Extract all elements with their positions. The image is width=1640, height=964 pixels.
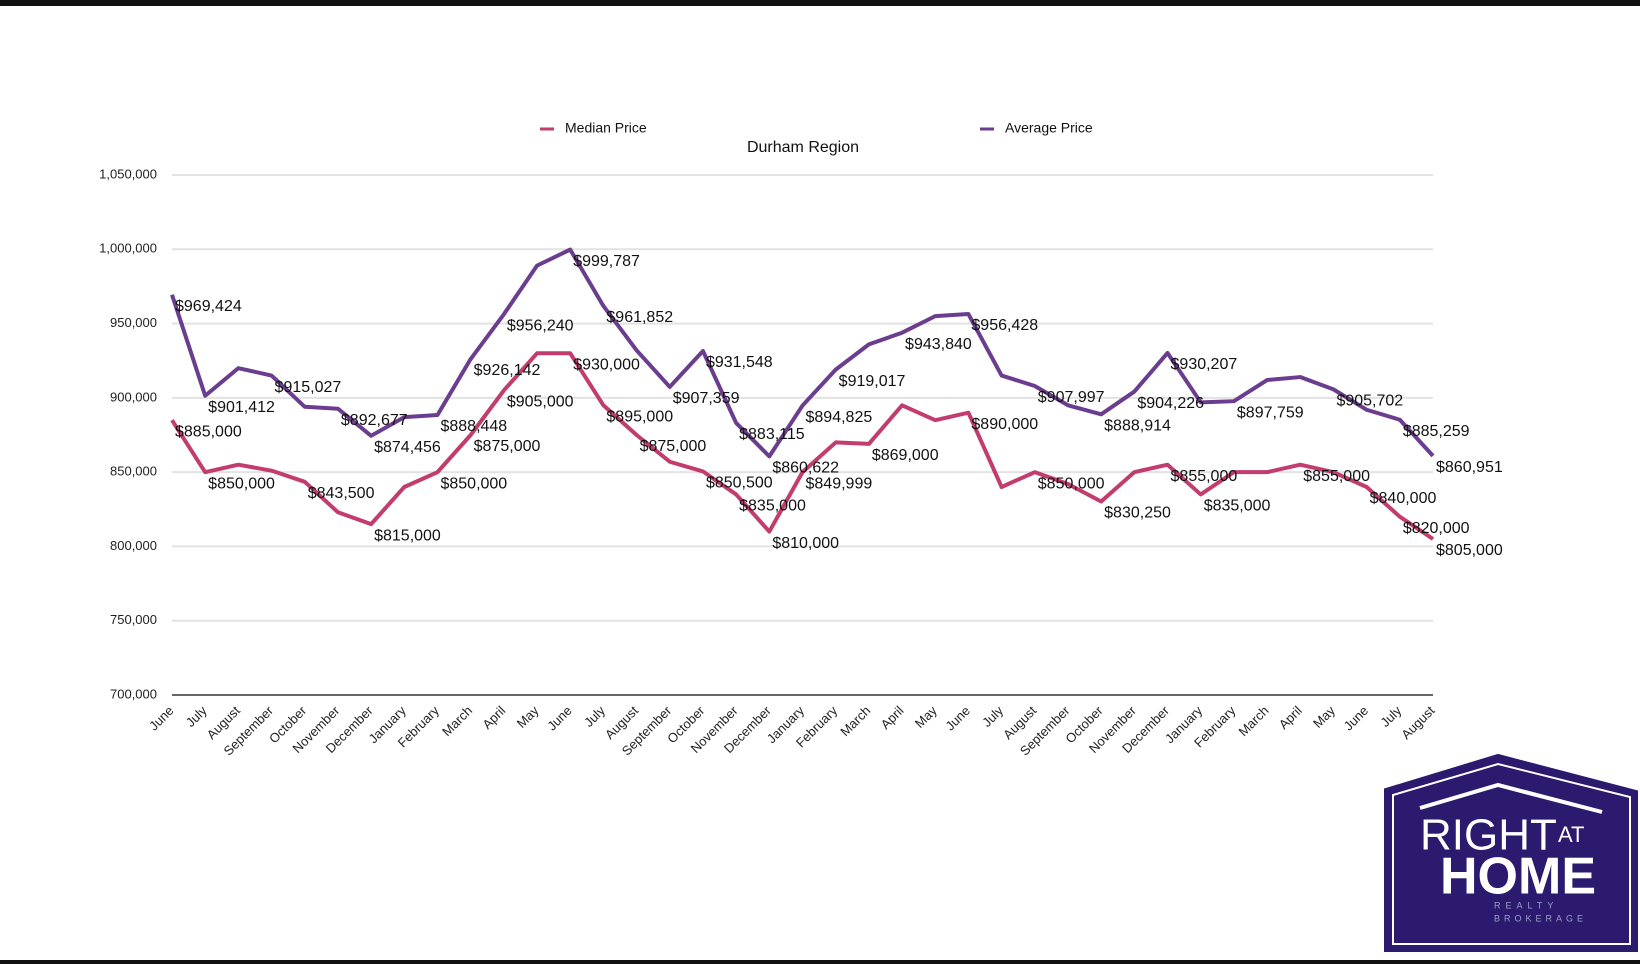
data-label: $820,000 bbox=[1403, 520, 1470, 537]
top-bar bbox=[0, 0, 1640, 6]
x-tick-label: May bbox=[514, 703, 542, 731]
data-label: $930,000 bbox=[573, 357, 640, 374]
data-label: $919,017 bbox=[839, 373, 906, 390]
data-label: $869,000 bbox=[872, 447, 939, 464]
data-label: $855,000 bbox=[1303, 468, 1370, 485]
series-line bbox=[170, 351, 1435, 541]
bottom-bar bbox=[0, 960, 1640, 964]
data-label: $905,702 bbox=[1336, 393, 1403, 410]
data-label: $895,000 bbox=[606, 409, 673, 426]
x-tick-label: July bbox=[183, 703, 210, 730]
data-label: $901,412 bbox=[208, 399, 275, 416]
data-label: $830,250 bbox=[1104, 505, 1171, 522]
y-tick-label: 850,000 bbox=[110, 464, 157, 479]
data-label: $883,115 bbox=[739, 426, 805, 443]
data-label: $885,000 bbox=[175, 423, 242, 440]
data-label: $890,000 bbox=[971, 416, 1038, 433]
x-tick-label: June bbox=[1341, 703, 1372, 734]
data-label: $835,000 bbox=[1204, 498, 1271, 515]
x-tick-label: May bbox=[912, 703, 940, 731]
logo-text: RIGHT bbox=[1420, 811, 1557, 860]
data-label: $888,914 bbox=[1104, 418, 1171, 435]
logo-roof bbox=[1419, 782, 1603, 814]
x-tick-label: April bbox=[878, 703, 907, 732]
data-label: $885,259 bbox=[1403, 423, 1470, 440]
data-label: $943,840 bbox=[905, 336, 972, 353]
data-label: $961,852 bbox=[606, 309, 673, 326]
y-tick-label: 800,000 bbox=[110, 538, 157, 553]
data-label: $810,000 bbox=[772, 535, 839, 552]
data-label: $850,000 bbox=[208, 475, 275, 492]
data-label: $835,000 bbox=[739, 498, 806, 515]
x-tick-label: June bbox=[942, 703, 973, 734]
x-tick-label: March bbox=[837, 703, 873, 739]
logo-text: REALTY bbox=[1494, 900, 1558, 910]
data-label: $855,000 bbox=[1171, 468, 1238, 485]
logo-border bbox=[1392, 762, 1631, 945]
data-label: $860,951 bbox=[1436, 459, 1503, 476]
data-label: $999,787 bbox=[573, 253, 640, 270]
logo-text: BROKERAGE bbox=[1494, 913, 1587, 923]
x-tick-label: June bbox=[146, 703, 177, 734]
data-label: $875,000 bbox=[474, 438, 541, 455]
data-label: $892,677 bbox=[341, 412, 408, 429]
data-label: $956,428 bbox=[971, 317, 1038, 334]
data-label: $815,000 bbox=[374, 527, 441, 544]
data-label: $969,424 bbox=[175, 298, 242, 315]
data-label: $805,000 bbox=[1436, 542, 1503, 559]
data-label: $888,448 bbox=[440, 418, 507, 435]
x-tick-label: May bbox=[1310, 703, 1338, 731]
legend-label: Average Price bbox=[1005, 120, 1093, 136]
data-label: $915,027 bbox=[275, 379, 342, 396]
data-label: $931,548 bbox=[706, 354, 773, 371]
y-tick-label: 950,000 bbox=[110, 315, 157, 330]
x-tick-label: March bbox=[1235, 703, 1271, 739]
x-tick-label: March bbox=[439, 703, 475, 739]
data-label: $904,226 bbox=[1137, 395, 1204, 412]
x-tick-label: July bbox=[979, 703, 1006, 730]
x-tick-label: July bbox=[1377, 703, 1404, 730]
legend-label: Median Price bbox=[565, 120, 647, 136]
data-label: $894,825 bbox=[806, 409, 873, 426]
data-label: $907,359 bbox=[673, 390, 740, 407]
data-label: $907,997 bbox=[1038, 389, 1105, 406]
data-label: $930,207 bbox=[1171, 356, 1238, 373]
x-tick-label: April bbox=[1276, 703, 1305, 732]
data-label: $874,456 bbox=[374, 439, 441, 456]
data-label: $905,000 bbox=[507, 394, 574, 411]
x-tick-label: August bbox=[1398, 703, 1437, 742]
series-line bbox=[170, 247, 1435, 459]
data-label: $956,240 bbox=[507, 318, 574, 335]
chart-title: Durham Region bbox=[747, 139, 859, 156]
data-label: $850,000 bbox=[1038, 475, 1105, 492]
logo-text: HOME bbox=[1440, 848, 1596, 906]
y-tick-label: 700,000 bbox=[110, 686, 157, 701]
data-label: $843,500 bbox=[308, 485, 375, 502]
data-label: $840,000 bbox=[1370, 490, 1437, 507]
data-label: $875,000 bbox=[640, 438, 707, 455]
data-label: $850,000 bbox=[440, 475, 507, 492]
data-label: $860,622 bbox=[772, 460, 839, 477]
y-tick-label: 900,000 bbox=[110, 389, 157, 404]
data-label: $897,759 bbox=[1237, 404, 1304, 421]
data-label: $849,999 bbox=[806, 475, 873, 492]
x-tick-label: April bbox=[479, 703, 508, 732]
logo: RIGHT AT HOME REALTY BROKERAGE bbox=[1384, 753, 1638, 952]
y-tick-label: 1,000,000 bbox=[99, 241, 157, 256]
y-tick-label: 750,000 bbox=[110, 612, 157, 627]
x-tick-label: June bbox=[544, 703, 575, 734]
logo-text: AT bbox=[1558, 822, 1584, 847]
data-label: $850,500 bbox=[706, 475, 773, 492]
data-label: $926,142 bbox=[474, 362, 541, 379]
x-tick-label: July bbox=[581, 703, 608, 730]
y-tick-label: 1,050,000 bbox=[99, 166, 157, 181]
